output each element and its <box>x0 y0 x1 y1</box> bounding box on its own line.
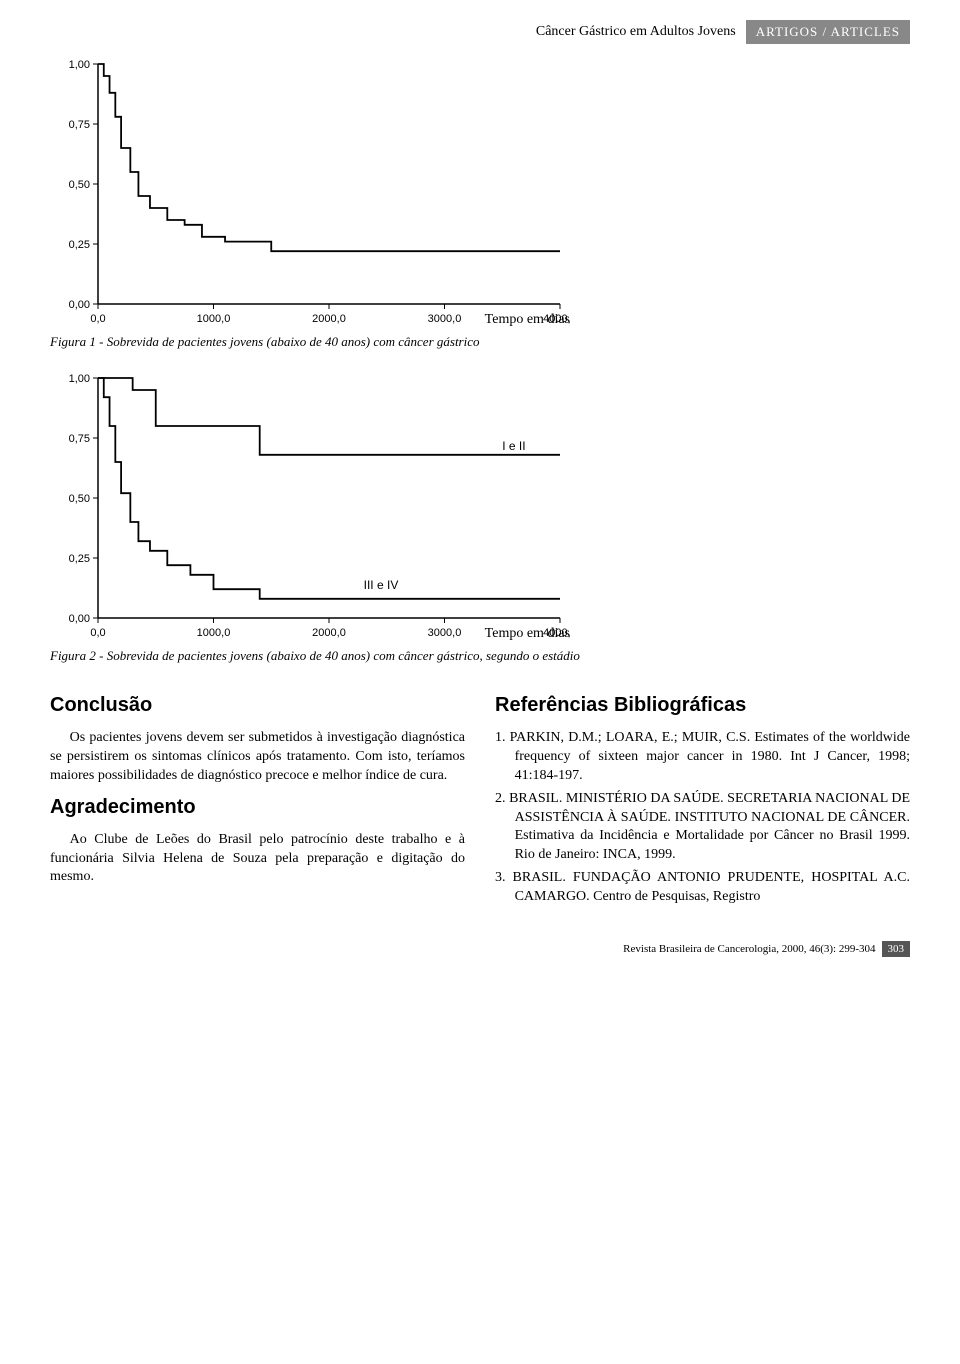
reference-item: 1. PARKIN, D.M.; LOARA, E.; MUIR, C.S. E… <box>495 729 910 786</box>
svg-text:2000,0: 2000,0 <box>312 313 346 325</box>
svg-text:0,0: 0,0 <box>90 313 105 325</box>
figure-1-caption: Figura 1 - Sobrevida de pacientes jovens… <box>50 334 910 350</box>
page-number-badge: 303 <box>882 941 911 957</box>
figure-1-svg: 0,00 0,25 0,50 0,75 1,00 0,0 1000,0 2000,0 3000,… <box>50 54 570 334</box>
svg-text:0,50: 0,50 <box>69 493 90 505</box>
svg-text:1,00: 1,00 <box>69 59 90 71</box>
figure-1-time-label: Tempo em dias <box>50 312 910 328</box>
paragraph: Ao Clube de Leões do Brasil pelo patrocí… <box>50 831 465 888</box>
figure-1-chart: 0,00 0,25 0,50 0,75 1,00 0,0 1000,0 2000,0 3000,… <box>50 54 910 328</box>
article-section-badge: ARTIGOS / ARTICLES <box>746 20 910 44</box>
thanks-title: Agradecimento <box>50 796 465 819</box>
svg-text:0,0: 0,0 <box>90 627 105 639</box>
thanks-body: Ao Clube de Leões do Brasil pelo patrocí… <box>50 831 465 888</box>
svg-text:1,00: 1,00 <box>69 373 90 385</box>
svg-text:III e IV: III e IV <box>364 578 399 592</box>
svg-text:2000,0: 2000,0 <box>312 627 346 639</box>
svg-text:0,50: 0,50 <box>69 179 90 191</box>
svg-text:0,00: 0,00 <box>69 613 90 625</box>
figure-2-caption: Figura 2 - Sobrevida de pacientes jovens… <box>50 648 910 664</box>
svg-text:0,75: 0,75 <box>69 119 90 131</box>
svg-text:0,75: 0,75 <box>69 433 90 445</box>
figure-2-svg: 0,00 0,25 0,50 0,75 1,00 0,0 1000,0 2000,0 3000,… <box>50 368 570 648</box>
svg-text:1000,0: 1000,0 <box>197 313 231 325</box>
text-columns: Conclusão Os pacientes jovens devem ser … <box>50 684 910 911</box>
article-header: Câncer Gástrico em Adultos Jovens ARTIGO… <box>50 20 910 44</box>
svg-text:3000,0: 3000,0 <box>428 627 462 639</box>
reference-item: 3. BRASIL. FUNDAÇÃO ANTONIO PRUDENTE, HO… <box>495 869 910 907</box>
svg-text:0,25: 0,25 <box>69 239 90 251</box>
svg-text:0,25: 0,25 <box>69 553 90 565</box>
references-body: 1. PARKIN, D.M.; LOARA, E.; MUIR, C.S. E… <box>495 729 910 907</box>
svg-text:0,00: 0,00 <box>69 299 90 311</box>
conclusion-title: Conclusão <box>50 694 465 717</box>
right-column: Referências Bibliográficas 1. PARKIN, D.… <box>495 684 910 911</box>
article-topic: Câncer Gástrico em Adultos Jovens <box>536 24 736 40</box>
left-column: Conclusão Os pacientes jovens devem ser … <box>50 684 465 911</box>
svg-text:I e II: I e II <box>502 439 525 453</box>
reference-item: 2. BRASIL. MINISTÉRIO DA SAÚDE. SECRETAR… <box>495 790 910 866</box>
svg-text:3000,0: 3000,0 <box>428 313 462 325</box>
svg-text:1000,0: 1000,0 <box>197 627 231 639</box>
conclusion-body: Os pacientes jovens devem ser submetidos… <box>50 729 465 786</box>
page-footer: Revista Brasileira de Cancerologia, 2000… <box>50 941 910 957</box>
journal-citation: Revista Brasileira de Cancerologia, 2000… <box>623 943 875 955</box>
figure-2-chart: 0,00 0,25 0,50 0,75 1,00 0,0 1000,0 2000,0 3000,… <box>50 368 910 642</box>
figure-2-time-label: Tempo em dias <box>50 626 910 642</box>
references-title: Referências Bibliográficas <box>495 694 910 717</box>
paragraph: Os pacientes jovens devem ser submetidos… <box>50 729 465 786</box>
